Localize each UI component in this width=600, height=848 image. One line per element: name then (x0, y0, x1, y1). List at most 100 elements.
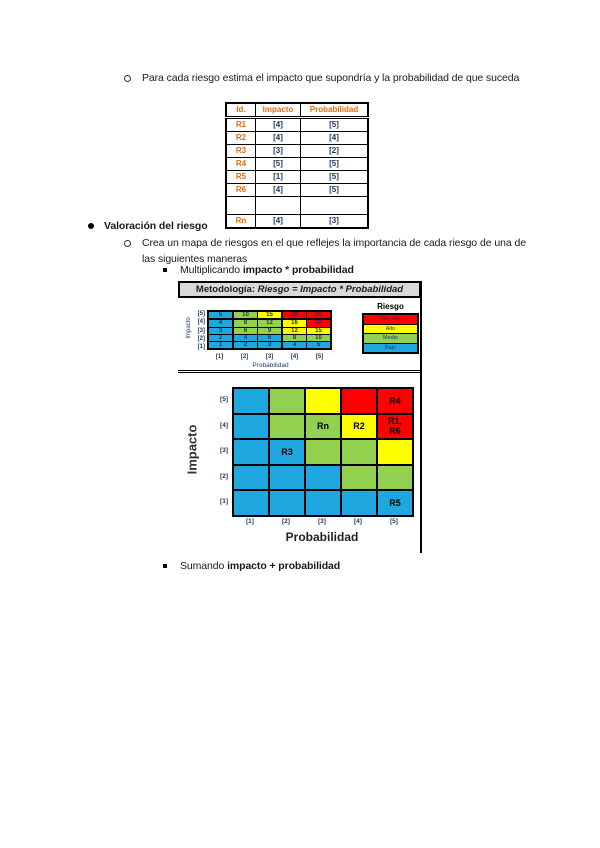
item-sumando: Sumando impacto + probabilidad (163, 558, 340, 574)
square-bullet-icon (163, 564, 167, 568)
risk-value-cell: [5] (300, 117, 369, 132)
risk-id-cell: R3 (225, 144, 256, 158)
small-matrix-row-labels: [5] [4] [3] [2] [1] (188, 310, 205, 351)
risk-value-cell: [5] (255, 157, 301, 171)
risk-map-cell (232, 387, 270, 415)
risk-id-cell: R6 (225, 183, 256, 197)
section-bullet: Valoración del riesgo (88, 218, 208, 234)
risk-matrix-cell: 2 (232, 341, 258, 350)
panel-right-border (420, 281, 422, 553)
risk-map-cell-labeled: R4 (376, 387, 414, 415)
risk-matrix-cell: 15 (306, 326, 332, 335)
table-row: R1 [4] [5] (225, 117, 369, 132)
tick-label: [4] (220, 421, 228, 429)
tick-label: [3] (197, 327, 205, 334)
item-multiplicando-bold: impacto * probabilidad (242, 264, 354, 276)
risk-table: Id. Impacto Probabilidad R1 [4] [5] R2 [4] [4… (225, 102, 369, 229)
table-row: R6 [4] [5] (225, 183, 369, 197)
risk-map-cell (232, 438, 270, 466)
risk-map-cell (304, 438, 342, 466)
risk-value-cell: [1] (255, 170, 301, 184)
risk-value-cell: [4] (255, 183, 301, 197)
legend-item: Muy alto (364, 315, 417, 324)
risk-map-figure: Impacto [5] [4] [3] [2] [1] R4 Rn R2 R1, R6 R3 R5… (180, 380, 421, 555)
risk-matrix-cell: 4 (232, 333, 258, 343)
risk-matrix-cell: 9 (257, 326, 283, 335)
tick-label: [4] (197, 319, 205, 326)
risk-id-cell: R5 (225, 170, 256, 184)
tick-label: [2] (220, 472, 228, 480)
legend-items: Muy alto Alto Medio Bajo (362, 313, 419, 354)
item-multiplicando-text: Multiplicando impacto * probabilidad (180, 264, 354, 276)
risk-value-cell: [4] (255, 131, 301, 145)
risk-value-cell: [5] (300, 170, 369, 184)
small-matrix-xlabel: Probabilidad (252, 362, 289, 369)
risk-matrix-cell: 20 (306, 318, 332, 328)
risk-map-cell-labeled: R3 (268, 438, 306, 466)
risk-matrix-cell: 6 (257, 333, 283, 343)
risk-matrix-cell: 4 (207, 318, 234, 328)
risk-map-cell (340, 463, 378, 492)
risk-matrix-cell: 8 (281, 333, 307, 343)
risk-map-cell-labeled: Rn (304, 412, 342, 441)
risk-matrix-cell: 15 (257, 310, 283, 321)
tick-label: [2] (282, 518, 290, 525)
risk-id-cell: R1 (225, 117, 256, 132)
item-multiplicando-prefix: Multiplicando (180, 264, 243, 276)
item-multiplicando: Multiplicando impacto * probabilidad (163, 262, 354, 278)
square-bullet-icon (163, 268, 167, 272)
section-title: Valoración del riesgo (104, 220, 208, 232)
risk-matrix-cell: 5 (306, 341, 332, 350)
risk-value-cell: [4] (300, 131, 369, 145)
tick-label: [5] (390, 518, 398, 525)
circle-bullet-icon (124, 240, 131, 247)
risk-matrix-cell: 6 (232, 326, 258, 335)
risk-matrix-cell: 12 (257, 318, 283, 328)
tick-label: [4] (354, 518, 362, 525)
sub-bullet-text: Crea un mapa de riesgos en el que reflej… (142, 237, 526, 265)
tick-label: [4] (290, 354, 299, 360)
risk-matrix-cell: 5 (207, 310, 234, 321)
legend-item: Bajo (364, 342, 417, 352)
risk-map-cell (232, 412, 270, 441)
tick-label: [5] (220, 396, 228, 403)
risk-id-cell: Rn (225, 214, 256, 229)
risk-value-cell: [5] (300, 157, 369, 171)
risk-value-cell: [4] (255, 117, 301, 132)
item-sumando-text: Sumando impacto + probabilidad (180, 560, 340, 572)
panel-bottom-double-line (178, 370, 422, 373)
risk-matrix-cell: 20 (281, 310, 307, 321)
risk-map-cell (340, 489, 378, 517)
item-sumando-bold: impacto + probabilidad (227, 560, 341, 572)
risk-matrix-cell: 10 (232, 310, 258, 321)
risk-map-xlabel: Probabilidad (285, 530, 359, 544)
tick-label: [1] (197, 344, 205, 351)
table-row: R3 [3] [2] (225, 144, 369, 158)
tick-label: [5] (197, 311, 205, 317)
methodology-figure: Impacto [5] [4] [3] [2] [1] 5 10 15 20 25 4 8 12 16 2… (178, 298, 421, 372)
risk-map-cell (268, 489, 306, 517)
risk-map-cell (268, 463, 306, 492)
risk-map-col-labels: [1] [2] [3] [4] [5] (232, 518, 412, 525)
legend-title: Riesgo (377, 302, 404, 311)
risk-matrix-cell: 10 (306, 333, 332, 343)
risk-map-cell (376, 463, 414, 492)
tick-label: [2] (240, 354, 249, 360)
risk-matrix-cell: 3 (207, 326, 234, 335)
item-sumando-prefix: Sumando (180, 560, 228, 572)
col-header-probabilidad: Probabilidad (300, 102, 369, 119)
tick-label: [2] (197, 335, 205, 342)
risk-map-cell (304, 387, 342, 415)
risk-map-cell (340, 438, 378, 466)
risk-matrix-cell: 2 (207, 333, 234, 343)
risk-id-cell: R4 (225, 157, 256, 171)
risk-legend: Riesgo Muy alto Alto Medio Bajo (362, 302, 419, 354)
risk-matrix-cell: 16 (281, 318, 307, 328)
intro-bullet: Para cada riesgo estima el impacto que s… (124, 70, 526, 86)
tick-label: [1] (215, 354, 224, 360)
risk-map-cell (376, 438, 414, 466)
col-header-impacto: Impacto (255, 102, 301, 119)
risk-map-row-labels: [5] [4] [3] [2] [1] (210, 387, 228, 515)
risk-value-cell: [4] (255, 214, 301, 229)
